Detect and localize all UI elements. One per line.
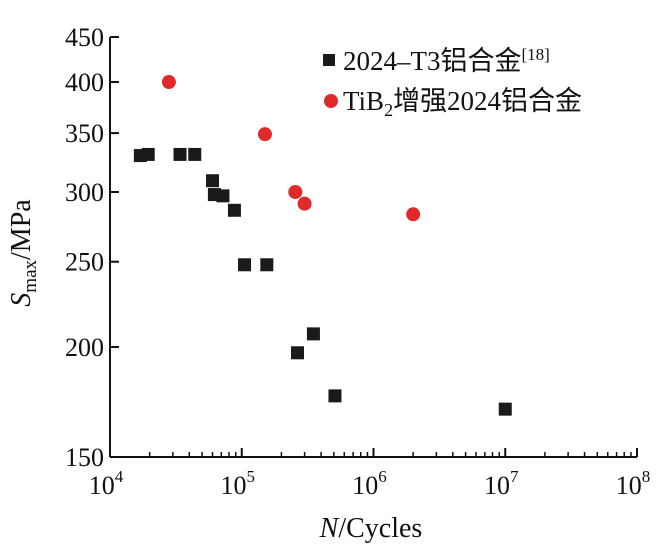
x-axis-title: N/Cycles bbox=[319, 513, 423, 544]
data-point-circle bbox=[161, 75, 176, 90]
y-axis-ticks: 150 200 250 300 350 400 450 bbox=[65, 23, 119, 472]
data-point-square bbox=[306, 327, 320, 341]
data-point-square bbox=[173, 147, 187, 161]
data-point-circle bbox=[297, 196, 312, 211]
y-tick-label: 200 bbox=[65, 333, 104, 362]
data-point-square bbox=[498, 402, 512, 416]
data-point-square bbox=[188, 147, 202, 161]
data-point-square bbox=[260, 258, 274, 272]
y-tick-label: 450 bbox=[65, 23, 104, 52]
x-axis-title-italic: N bbox=[319, 513, 340, 544]
y-tick-label: 300 bbox=[65, 178, 104, 207]
y-tick-label: 150 bbox=[65, 443, 104, 472]
x-tick-label: 104 bbox=[89, 467, 124, 500]
y-axis-title-main: S bbox=[6, 293, 37, 307]
x-tick-label: 107 bbox=[484, 467, 519, 500]
y-axis-title: Smax/MPa bbox=[6, 199, 41, 307]
legend: 2024–T3铝合金[18] TiB2增强2024铝合金 bbox=[323, 45, 582, 120]
data-point-square bbox=[141, 147, 155, 161]
data-point-circle bbox=[406, 207, 421, 222]
y-axis-title-rest: /MPa bbox=[6, 199, 37, 260]
data-points bbox=[133, 75, 512, 416]
x-tick-label: 105 bbox=[221, 467, 256, 500]
data-point-square bbox=[238, 258, 252, 272]
legend-label-tib2-sub: 2 bbox=[384, 100, 393, 120]
x-tick-label: 106 bbox=[352, 467, 387, 500]
x-axis-ticks: 104 105 106 107 108 bbox=[89, 448, 651, 500]
data-point-square bbox=[227, 203, 241, 217]
data-point-circle bbox=[257, 127, 272, 142]
legend-label-tib2-post: 增强2024铝合金 bbox=[393, 86, 582, 116]
legend-label-tib2: TiB2增强2024铝合金 bbox=[343, 86, 582, 120]
legend-marker-circle bbox=[324, 94, 338, 108]
x-axis-title-rest: /Cycles bbox=[338, 513, 422, 544]
data-point-circle bbox=[288, 185, 303, 200]
legend-marker-square bbox=[323, 54, 335, 66]
y-tick-label: 350 bbox=[65, 119, 104, 148]
legend-label-2024-t3-main: 2024–T3铝合金 bbox=[343, 46, 522, 76]
y-tick-label: 250 bbox=[65, 248, 104, 277]
data-point-square bbox=[291, 346, 305, 360]
data-point-square bbox=[216, 189, 230, 203]
legend-label-2024-t3-ref: [18] bbox=[522, 45, 550, 64]
y-tick-label: 400 bbox=[65, 68, 104, 97]
data-point-square bbox=[206, 174, 220, 188]
data-point-square bbox=[328, 389, 342, 403]
x-tick-label: 108 bbox=[616, 467, 651, 500]
y-axis-title-sub: max bbox=[20, 259, 41, 292]
legend-label-tib2-pre: TiB bbox=[343, 86, 384, 116]
legend-label-2024-t3: 2024–T3铝合金[18] bbox=[343, 45, 550, 76]
